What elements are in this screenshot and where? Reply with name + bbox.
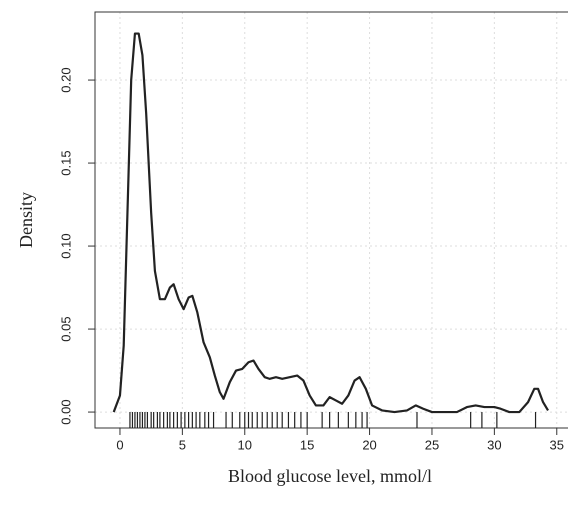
x-tick-label: 30 bbox=[487, 437, 501, 452]
x-tick-label: 15 bbox=[300, 437, 314, 452]
plot-frame bbox=[94, 11, 568, 429]
x-tick-label: 25 bbox=[425, 437, 439, 452]
density-line bbox=[112, 32, 549, 414]
x-tick-label: 0 bbox=[116, 437, 123, 452]
x-axis-label: Blood glucose level, mmol/l bbox=[228, 466, 432, 486]
y-tick-label: 0.00 bbox=[58, 399, 73, 424]
y-tick-label: 0.15 bbox=[58, 150, 73, 175]
x-tick-label: 5 bbox=[179, 437, 186, 452]
x-tick-label: 35 bbox=[550, 437, 564, 452]
y-tick-label: 0.05 bbox=[58, 316, 73, 341]
x-tick-label: 10 bbox=[238, 437, 252, 452]
y-tick-label: 0.10 bbox=[58, 233, 73, 258]
y-axis-label: Density bbox=[16, 192, 36, 248]
y-tick-label: 0.20 bbox=[58, 67, 73, 92]
x-tick-label: 20 bbox=[362, 437, 376, 452]
